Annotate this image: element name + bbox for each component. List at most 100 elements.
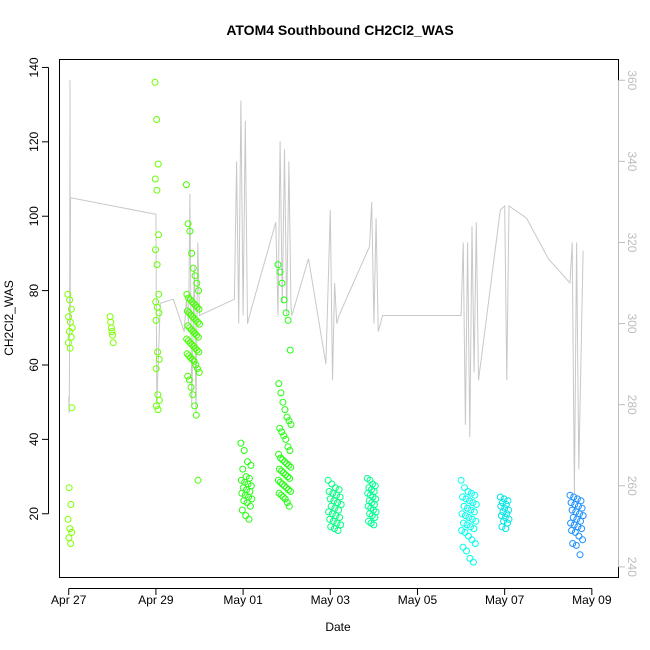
data-point (280, 482, 288, 490)
data-point (68, 404, 76, 412)
data-point (155, 355, 163, 363)
data-point (332, 512, 340, 520)
y-tick-label: 100 (27, 206, 41, 226)
data-point (192, 411, 200, 419)
y-tick-label: 140 (27, 57, 41, 77)
x-tick-label: May 01 (223, 593, 263, 607)
data-point (278, 467, 285, 475)
data-point (465, 497, 473, 505)
data-point (194, 333, 202, 341)
data-point (337, 521, 345, 529)
data-point (184, 372, 192, 380)
y2-tick-label: 300 (625, 314, 639, 334)
data-point (184, 322, 192, 330)
data-point (463, 547, 470, 555)
data-point (577, 497, 585, 505)
data-point (325, 488, 333, 495)
data-point (195, 348, 203, 356)
data-point (195, 287, 202, 295)
data-point (246, 502, 254, 510)
data-point (327, 502, 335, 510)
data-point (472, 501, 480, 508)
data-point (194, 318, 202, 326)
data-point (194, 476, 202, 484)
data-point (458, 510, 466, 518)
y2-tick-label: 360 (625, 70, 639, 90)
data-point (459, 493, 466, 501)
data-point (194, 365, 201, 373)
data-point (284, 473, 292, 481)
data-point (155, 290, 163, 298)
data-point (107, 318, 115, 326)
data-point (284, 316, 292, 324)
data-point (579, 536, 587, 544)
data-point (244, 458, 251, 466)
data-point (152, 365, 160, 373)
data-point (498, 523, 506, 531)
data-point (465, 514, 473, 521)
data-point (154, 160, 162, 168)
data-point (336, 514, 344, 521)
data-point (468, 536, 476, 544)
data-point (330, 525, 338, 533)
chart-title: ATOM4 Southbound CH2Cl2_WAS (226, 22, 453, 38)
data-point (279, 456, 287, 464)
data-point (328, 510, 336, 518)
y-tick-label: 20 (27, 507, 41, 521)
x-tick-label: May 05 (398, 593, 438, 607)
data-point (195, 305, 203, 313)
data-point (153, 303, 161, 311)
x-axis-title: Date (325, 620, 351, 634)
data-point (326, 515, 334, 523)
data-point (280, 296, 288, 304)
data-point (331, 504, 339, 512)
data-point (193, 331, 200, 339)
data-point (471, 540, 479, 547)
data-point (578, 504, 586, 512)
data-point (155, 309, 163, 317)
data-point (568, 527, 576, 534)
y2-tick-label: 320 (625, 232, 639, 252)
data-point (286, 474, 294, 482)
data-point (280, 432, 288, 440)
data-point (281, 495, 289, 503)
data-point (276, 478, 284, 486)
data-point (192, 361, 200, 369)
data-point (327, 523, 335, 531)
data-point (470, 525, 478, 533)
y2-tick-label: 340 (625, 151, 639, 171)
data-point (567, 519, 575, 527)
data-point (576, 510, 583, 518)
data-point (283, 460, 291, 468)
data-point (328, 480, 336, 488)
data-point (152, 402, 160, 410)
data-point (467, 506, 475, 514)
data-point (469, 499, 477, 507)
data-point (279, 493, 287, 501)
y2-axis-right: 240 260 280 300 320 340 360 (618, 70, 639, 577)
data-point (468, 515, 476, 523)
x-tick-label: May 07 (485, 593, 525, 607)
data-point (153, 116, 161, 123)
y-axis-title: CH2Cl2_WAS (2, 280, 16, 356)
data-point (275, 465, 283, 473)
data-point (277, 389, 285, 397)
data-point (281, 406, 289, 414)
data-point (191, 402, 199, 410)
data-point (462, 512, 469, 520)
data-point (240, 447, 248, 454)
data-point (282, 484, 290, 492)
data-point (458, 527, 466, 534)
data-point (472, 517, 480, 525)
x-tick-label: Apr 29 (138, 593, 174, 607)
data-point (65, 484, 73, 492)
data-point (287, 488, 294, 495)
data-point (187, 383, 195, 391)
data-point (274, 261, 282, 269)
data-point (275, 450, 283, 458)
trace-line (68, 80, 584, 494)
data-point (109, 331, 117, 339)
data-point (471, 491, 479, 499)
y-tick-label: 40 (27, 432, 41, 446)
data-point (569, 540, 577, 547)
